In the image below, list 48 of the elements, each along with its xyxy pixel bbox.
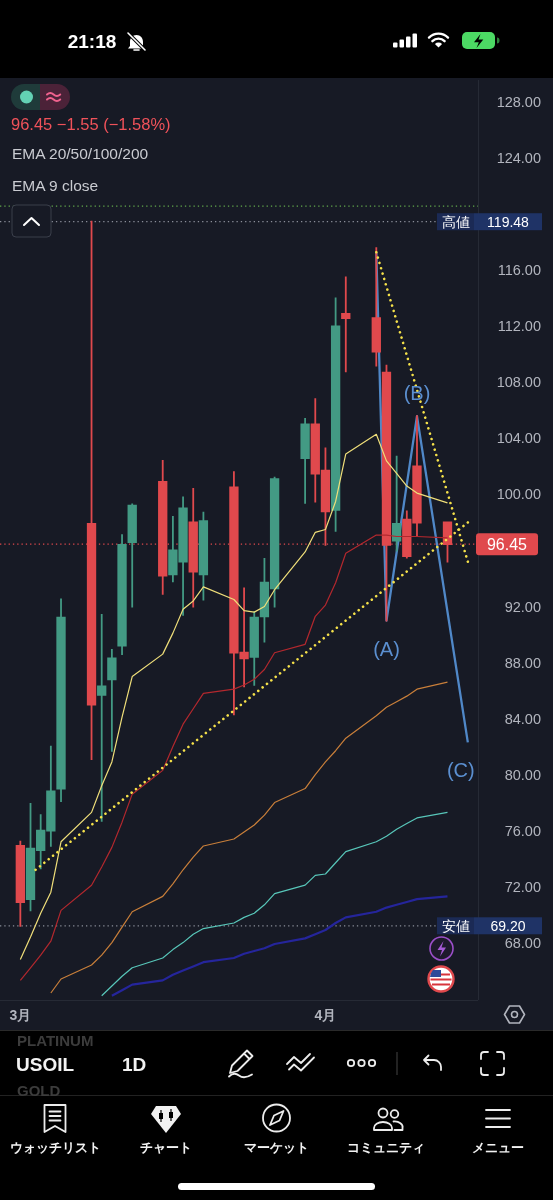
y-tick-label: 112.00: [497, 318, 541, 335]
text: 1D: [122, 1053, 147, 1075]
candlestick: [249, 611, 259, 686]
text: 高値 119.48: [441, 213, 529, 230]
y-tick-label: 72.00: [504, 878, 541, 895]
text: チャート: [140, 1139, 192, 1155]
text: 21:18: [67, 30, 117, 52]
candlestick: [198, 511, 209, 601]
candlestick: [330, 297, 341, 532]
text: メニュー: [472, 1139, 524, 1155]
y-tick-label: 116.00: [497, 262, 541, 279]
annotation: EMA 20/50/100/200: [12, 144, 149, 162]
text: GOLD: [17, 1081, 61, 1099]
annotation: EMA 9 close: [12, 176, 99, 194]
text: PLATINUM: [17, 1031, 94, 1049]
text: ウォッチリスト: [9, 1139, 101, 1155]
candlestick: [15, 840, 25, 927]
annotation: (A): [373, 637, 400, 660]
ref-line-label: 96.45: [486, 535, 528, 553]
y-tick-label: 80.00: [504, 766, 541, 783]
y-tick-label: 104.00: [496, 430, 541, 447]
x-tick-label: 4月: [314, 1007, 337, 1023]
text: コミュニティ: [347, 1139, 425, 1155]
x-tick-label: 3月: [9, 1007, 32, 1023]
candlestick: [117, 534, 127, 656]
text: USOIL: [16, 1053, 75, 1075]
y-tick-label: 68.00: [504, 934, 541, 951]
candlestick: [107, 649, 117, 752]
y-tick-label: 88.00: [504, 654, 541, 671]
annotation: (C): [446, 759, 475, 782]
y-tick-label: 108.00: [496, 374, 541, 391]
candlestick: [56, 598, 66, 803]
annotation: 96.45 −1.55 (−1.58%): [11, 115, 171, 133]
y-tick-label: 128.00: [496, 94, 541, 111]
candlestick: [341, 276, 351, 373]
text: マーケット: [243, 1139, 309, 1155]
y-tick-label: 100.00: [496, 486, 541, 503]
candlestick: [391, 455, 402, 552]
candlestick: [97, 614, 107, 822]
candlestick: [371, 247, 381, 367]
text: 安値 69.20: [441, 917, 526, 934]
y-tick-label: 76.00: [504, 822, 541, 839]
candlestick: [127, 503, 137, 608]
y-tick-label: 84.00: [504, 710, 541, 727]
candlestick: [300, 417, 310, 504]
y-tick-label: 124.00: [496, 150, 541, 167]
y-tick-label: 92.00: [504, 598, 541, 615]
annotation: (B): [403, 382, 431, 405]
